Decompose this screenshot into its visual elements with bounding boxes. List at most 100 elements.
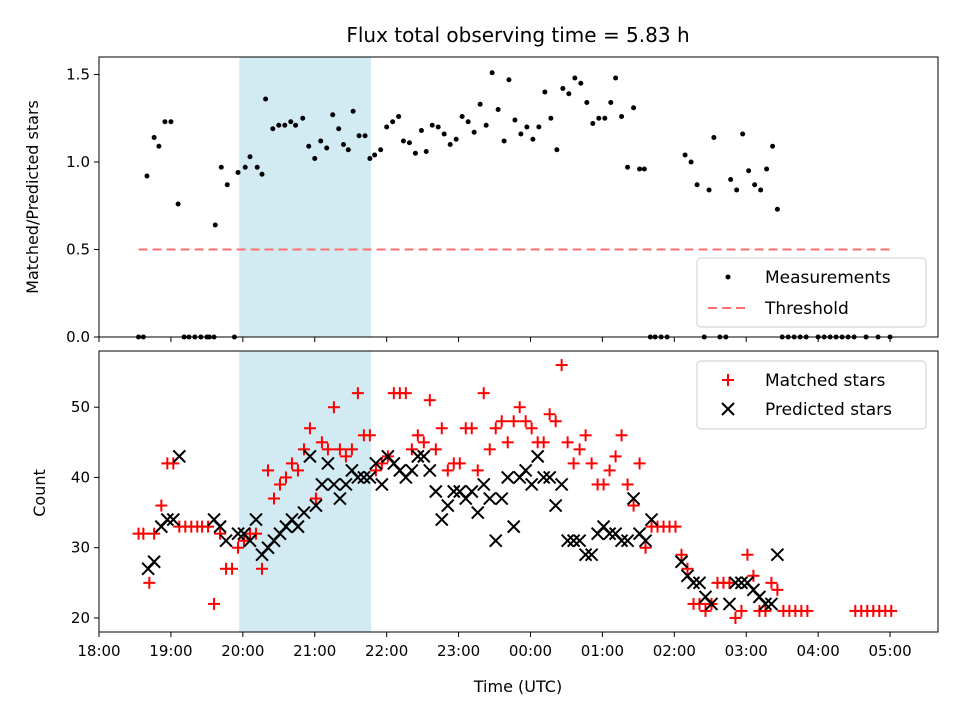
matched-star-point [507, 415, 520, 428]
matched-star-point [759, 604, 772, 617]
measurement-point [734, 187, 740, 193]
measurement-point [631, 105, 637, 111]
matched-star-point [363, 429, 376, 442]
matched-star-point [483, 443, 496, 456]
x-tick-label: 18:00 [77, 642, 120, 660]
predicted-star-point [602, 526, 617, 541]
matched-star-point [285, 457, 298, 470]
measurement-point [572, 75, 578, 81]
measurement-point [566, 91, 572, 97]
predicted-star-point [489, 533, 503, 548]
matched-star-point [615, 429, 628, 442]
y-tick-label: 50 [71, 398, 90, 416]
matched-star-point [639, 541, 652, 554]
measurement-point [235, 170, 241, 175]
predicted-star-point [770, 548, 785, 562]
measurement-point [641, 166, 647, 172]
matched-star-point [435, 422, 448, 435]
predicted-star-point [339, 477, 353, 492]
measurement-point [293, 122, 299, 128]
matched-star-point [741, 548, 754, 561]
top-x-ticks [98, 337, 891, 342]
x-tick-label: 00:00 [509, 642, 552, 660]
y-tick-label: 0.0 [66, 328, 90, 346]
predicted-star-point [417, 449, 431, 464]
matched-star-point [735, 604, 748, 617]
matched-star-point [441, 464, 454, 477]
predicted-star-point [483, 491, 497, 506]
predicted-star-point [524, 477, 539, 492]
predicted-star-point [644, 512, 659, 527]
measurement-point [218, 164, 224, 170]
legend-matched-label: Matched stars [765, 371, 885, 391]
measurement-point [412, 150, 418, 156]
matched-star-point [555, 359, 568, 372]
measurement-point [144, 173, 150, 179]
measurement-point [483, 122, 489, 128]
measurement-point [372, 152, 378, 158]
measurement-point [560, 86, 566, 91]
measurement-point [578, 80, 584, 86]
predicted-star-point [471, 505, 485, 520]
measurement-point [740, 131, 746, 137]
measurement-point [764, 166, 770, 172]
predicted-star-point [435, 512, 449, 527]
top-axes-frame [98, 56, 939, 338]
measurement-point [300, 115, 306, 121]
measurement-point [495, 107, 501, 112]
matched-star-point [250, 527, 263, 540]
measurement-point [465, 119, 471, 125]
measurement-point [341, 142, 347, 147]
matched-star-point [309, 492, 322, 505]
measurement-point [224, 182, 230, 188]
measurement-point [378, 147, 384, 153]
measurement-point [162, 119, 168, 125]
measurement-point [276, 122, 282, 128]
measurement-point [506, 77, 512, 83]
measurement-point [613, 75, 619, 81]
predicted-star-point [160, 512, 175, 527]
predicted-star-point [327, 477, 341, 492]
measurement-point [390, 119, 396, 125]
predicted-star-point [686, 576, 701, 590]
measurement-point [441, 131, 447, 137]
predicted-star-point [249, 512, 263, 527]
predicted-star-point [692, 576, 707, 590]
top-shaded-span [239, 57, 372, 337]
legend-measurements-label: Measurements [765, 268, 891, 288]
matched-star-point [627, 499, 640, 512]
matched-star-point [143, 576, 156, 589]
measurement-point [356, 133, 362, 139]
matched-star-point [567, 457, 580, 470]
measurement-point [247, 154, 253, 160]
legend-measurements-marker [725, 274, 731, 280]
predicted-star-point [219, 533, 233, 548]
matched-star-point [429, 443, 442, 456]
measurement-point [501, 138, 507, 144]
matched-star-point [723, 576, 736, 589]
predicted-star-point [357, 470, 371, 485]
predicted-star-point [369, 456, 383, 471]
matched-star-point [543, 408, 556, 421]
y-tick-label: 20 [71, 609, 90, 627]
matched-star-point [561, 436, 574, 449]
predicted-star-point [231, 526, 245, 541]
predicted-star-point [405, 463, 419, 478]
matched-star-point [477, 387, 490, 400]
x-tick-label: 04:00 [797, 642, 840, 660]
matched-star-point [573, 443, 586, 456]
matched-star-point [525, 422, 538, 435]
predicted-star-point [321, 456, 335, 471]
predicted-star-point [614, 533, 629, 548]
matched-star-point [411, 429, 424, 442]
measurement-point [336, 126, 342, 132]
matched-star-point [273, 478, 286, 491]
matched-star-point [765, 576, 778, 589]
matched-star-point [633, 457, 646, 470]
predicted-star-point [572, 533, 587, 548]
measurement-point [282, 122, 288, 128]
predicted-star-point [291, 519, 305, 534]
measurement-point [406, 140, 412, 146]
predicted-star-point [734, 576, 749, 590]
